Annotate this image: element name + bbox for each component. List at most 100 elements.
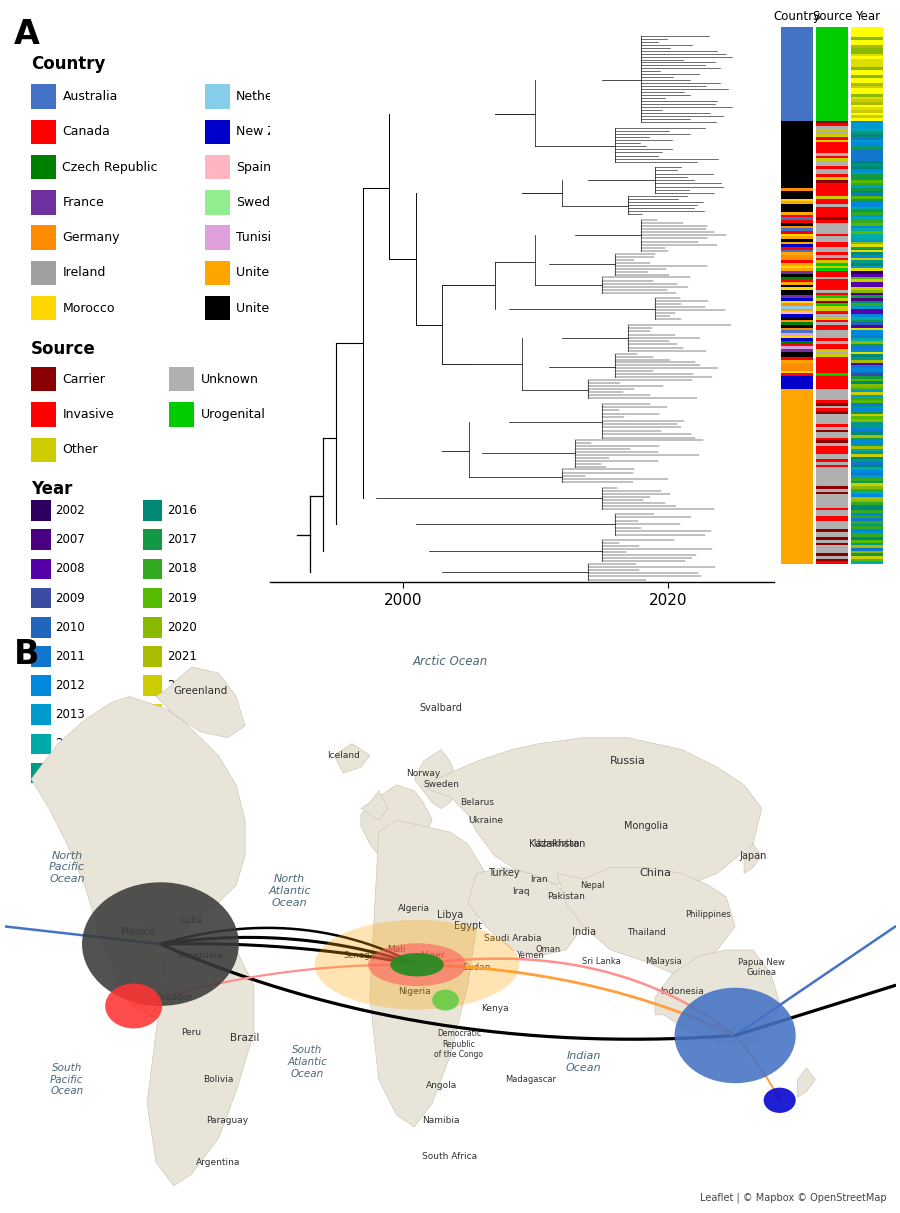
Text: Czech Republic: Czech Republic <box>62 160 158 173</box>
Ellipse shape <box>82 882 238 1006</box>
Bar <box>169 368 194 392</box>
Text: Japan: Japan <box>739 850 767 861</box>
Ellipse shape <box>432 990 459 1010</box>
Text: 2022: 2022 <box>166 679 196 693</box>
Polygon shape <box>147 938 254 1186</box>
Bar <box>205 226 230 250</box>
Bar <box>32 500 50 520</box>
Text: Leaflet | © Mapbox © OpenStreetMap: Leaflet | © Mapbox © OpenStreetMap <box>700 1192 886 1203</box>
Text: 2012: 2012 <box>55 679 86 693</box>
Bar <box>205 155 230 180</box>
Polygon shape <box>156 667 245 738</box>
Bar <box>32 85 56 109</box>
Text: Papua New
Guinea: Papua New Guinea <box>738 958 786 978</box>
Text: India: India <box>572 927 596 938</box>
Bar <box>205 190 230 215</box>
Text: 2023: 2023 <box>166 708 196 722</box>
Text: Democratic
Republic
of the Congo: Democratic Republic of the Congo <box>435 1030 483 1059</box>
Text: Iceland: Iceland <box>327 751 359 759</box>
Ellipse shape <box>763 1088 796 1114</box>
Text: Thailand: Thailand <box>626 928 665 936</box>
Text: Venezuela: Venezuela <box>177 951 224 961</box>
Text: Tunisia: Tunisia <box>236 232 279 244</box>
Text: 2011: 2011 <box>55 650 86 662</box>
Bar <box>32 763 50 784</box>
Text: Norway: Norway <box>406 769 440 778</box>
Text: 2015: 2015 <box>55 767 85 780</box>
Polygon shape <box>468 867 583 956</box>
Text: Mongolia: Mongolia <box>624 821 668 831</box>
Bar <box>32 438 56 462</box>
Text: Kazakhstan: Kazakhstan <box>528 839 585 849</box>
Text: North
Pacific
Ocean: North Pacific Ocean <box>49 850 85 884</box>
Ellipse shape <box>315 919 519 1009</box>
Bar <box>32 617 50 638</box>
Text: Namibia: Namibia <box>422 1116 460 1126</box>
Text: Pakistan: Pakistan <box>547 893 585 901</box>
Text: 2013: 2013 <box>55 708 85 722</box>
Text: Nigeria: Nigeria <box>398 986 431 996</box>
Bar <box>169 403 194 427</box>
Text: Bolivia: Bolivia <box>203 1075 233 1084</box>
Polygon shape <box>414 750 459 809</box>
Text: Iran: Iran <box>530 875 548 884</box>
Polygon shape <box>361 791 388 820</box>
Ellipse shape <box>391 953 444 976</box>
Text: France: France <box>62 195 104 209</box>
Bar <box>32 296 56 320</box>
Ellipse shape <box>105 984 162 1029</box>
Text: South
Atlantic
Ocean: South Atlantic Ocean <box>287 1046 328 1078</box>
Text: Malaysia: Malaysia <box>645 957 682 967</box>
Text: 2010: 2010 <box>55 621 85 633</box>
Text: Cuba: Cuba <box>180 916 203 926</box>
Text: Kenya: Kenya <box>481 1004 508 1013</box>
Text: Madagascar: Madagascar <box>505 1075 555 1084</box>
Text: Brazil: Brazil <box>230 1033 260 1043</box>
Bar <box>32 705 50 725</box>
Text: Iraq: Iraq <box>512 887 530 895</box>
Text: Arctic Ocean: Arctic Ocean <box>412 655 488 667</box>
Polygon shape <box>32 696 245 1020</box>
Text: Philippines: Philippines <box>686 910 732 919</box>
Bar <box>32 588 50 609</box>
Text: Russia: Russia <box>610 757 646 767</box>
Text: Sudan: Sudan <box>463 963 491 972</box>
Text: 2019: 2019 <box>166 592 196 604</box>
Text: South Africa: South Africa <box>422 1152 478 1161</box>
Text: Unknown: Unknown <box>201 372 258 386</box>
Bar <box>32 676 50 696</box>
Bar <box>205 85 230 109</box>
Text: Ecuador: Ecuador <box>156 992 193 1002</box>
Text: Source: Source <box>812 10 852 23</box>
Text: 2017: 2017 <box>166 534 196 546</box>
Bar <box>32 261 56 285</box>
Text: B: B <box>14 638 39 671</box>
Bar <box>205 120 230 144</box>
Text: 2020: 2020 <box>166 621 196 633</box>
Text: A: A <box>14 18 40 51</box>
Bar <box>32 368 56 392</box>
Bar <box>142 705 162 725</box>
Text: Libya: Libya <box>436 910 464 919</box>
Text: 2009: 2009 <box>55 592 85 604</box>
Text: Sri Lanka: Sri Lanka <box>582 957 621 967</box>
Bar <box>32 529 50 549</box>
Text: Nepal: Nepal <box>580 881 605 889</box>
Text: Argentina: Argentina <box>196 1157 240 1167</box>
Bar <box>32 120 56 144</box>
Text: Urogenital: Urogenital <box>201 408 266 421</box>
Text: Indonesia: Indonesia <box>660 986 704 996</box>
Text: 2016: 2016 <box>166 505 196 517</box>
Bar <box>142 676 162 696</box>
Text: 2018: 2018 <box>166 563 196 575</box>
Text: Angola: Angola <box>426 1081 456 1090</box>
Bar <box>32 647 50 667</box>
Text: Germany: Germany <box>62 232 120 244</box>
Text: Country: Country <box>773 10 821 23</box>
Bar <box>32 403 56 427</box>
Bar <box>32 190 56 215</box>
Text: Australia: Australia <box>62 90 118 103</box>
Text: Mexico: Mexico <box>122 927 155 938</box>
Text: Oman: Oman <box>536 945 561 955</box>
Text: 2008: 2008 <box>55 563 85 575</box>
